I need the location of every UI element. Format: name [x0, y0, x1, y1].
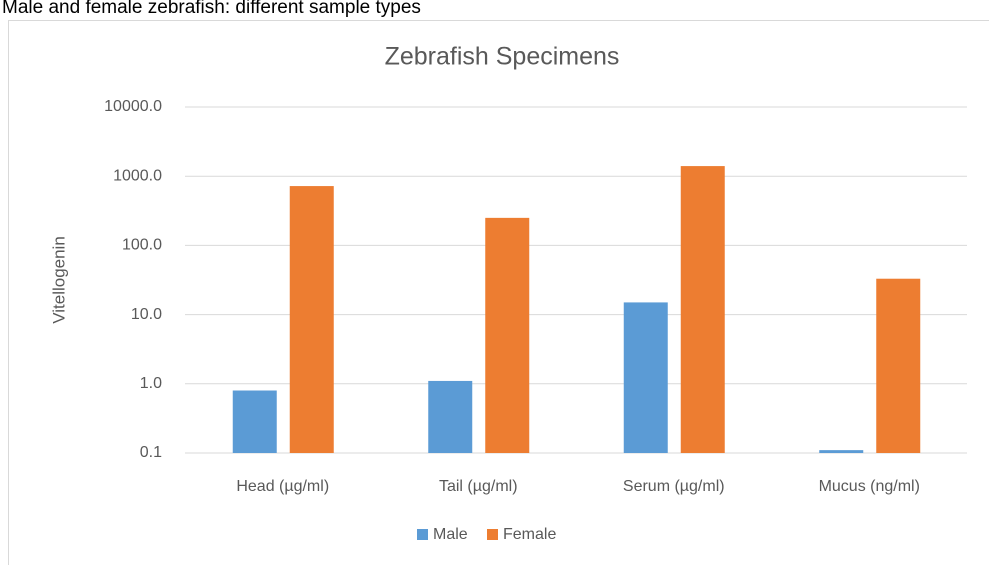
legend-swatch — [417, 529, 428, 540]
bar — [289, 186, 334, 454]
header: Male and female zebrafish: different sam… — [2, 0, 421, 18]
bar — [819, 450, 864, 453]
chart-title: Zebrafish Specimens — [385, 43, 620, 71]
y-tick-label: 10.0 — [131, 306, 162, 323]
legend-label: Female — [503, 526, 556, 543]
y-tick-label: 0.1 — [140, 444, 162, 461]
x-tick-label: Head (µg/ml) — [236, 478, 329, 495]
chart-border — [8, 20, 989, 565]
y-tick-label: 1000.0 — [113, 167, 162, 184]
x-tick-label: Serum (µg/ml) — [623, 478, 725, 495]
x-tick-label: Tail (µg/ml) — [439, 478, 518, 495]
bar — [623, 302, 668, 453]
bar — [485, 217, 530, 453]
bar — [680, 166, 725, 453]
y-axis-label: Vitellogenin — [49, 236, 68, 324]
y-tick-label: 10000.0 — [104, 98, 162, 115]
bar — [232, 390, 277, 453]
x-tick-label: Mucus (ng/ml) — [819, 478, 920, 495]
legend-swatch — [487, 529, 498, 540]
y-tick-label: 100.0 — [122, 237, 162, 254]
legend-label: Male — [433, 526, 468, 543]
bar — [876, 278, 921, 453]
bar — [428, 380, 473, 453]
y-tick-label: 1.0 — [140, 375, 162, 392]
